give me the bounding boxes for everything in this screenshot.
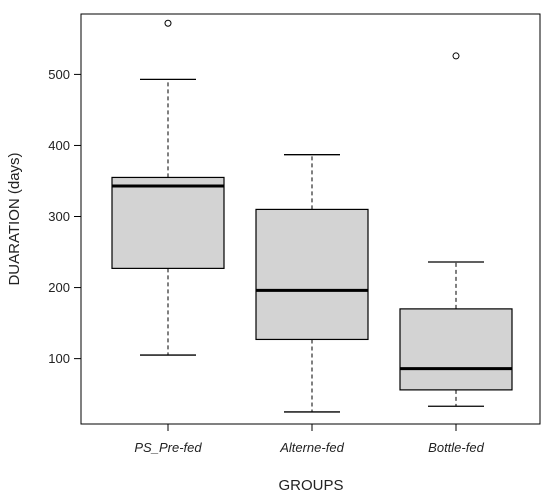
y-axis: 100 200 300 400 500 — [48, 67, 81, 366]
x-tick-label: Bottle-fed — [428, 440, 484, 455]
x-tick-label: PS_Pre-fed — [134, 440, 202, 455]
outlier-point — [452, 52, 460, 60]
box — [399, 308, 513, 391]
y-tick-label: 300 — [48, 209, 70, 224]
x-axis-title: GROUPS — [278, 477, 343, 494]
box — [255, 208, 369, 341]
outlier-point — [164, 19, 172, 27]
box — [111, 176, 225, 269]
box-group — [111, 19, 225, 356]
x-axis: PS_Pre-fed Alterne-fed Bottle-fed — [134, 424, 485, 455]
box-group — [399, 52, 513, 407]
x-tick-label: Alterne-fed — [279, 440, 344, 455]
y-axis-title: DUARATION (days) — [6, 152, 23, 285]
boxes-layer — [111, 19, 513, 413]
y-tick-label: 200 — [48, 280, 70, 295]
y-tick-label: 400 — [48, 138, 70, 153]
y-tick-label: 100 — [48, 351, 70, 366]
box-group — [255, 154, 369, 413]
y-tick-label: 500 — [48, 67, 70, 82]
plot-frame — [80, 13, 541, 425]
